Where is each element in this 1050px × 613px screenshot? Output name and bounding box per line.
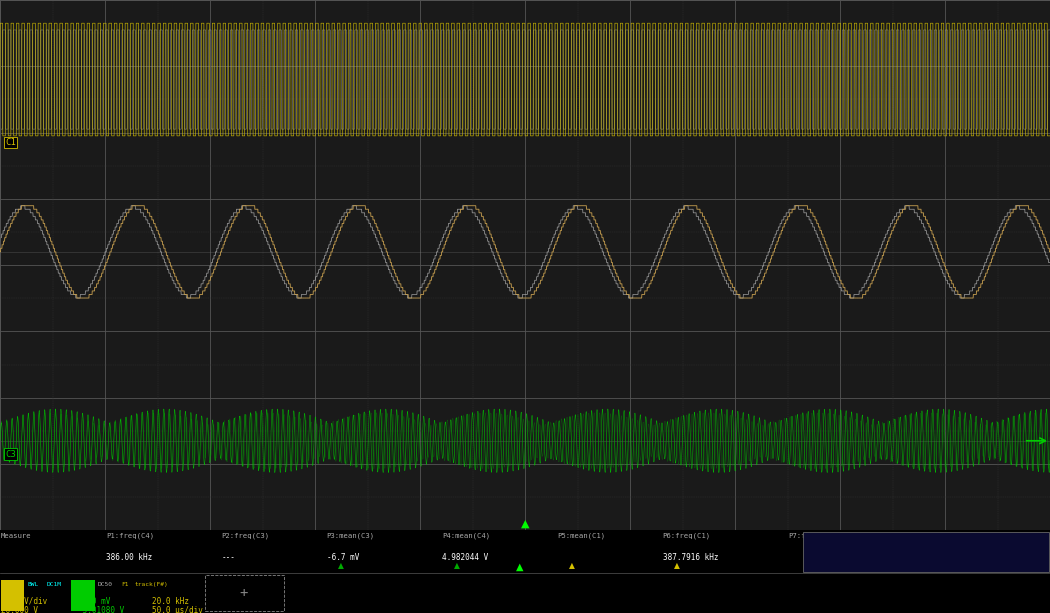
Text: Edge: Edge	[934, 563, 952, 569]
Text: track(F#): track(F#)	[134, 582, 168, 587]
Text: 20.000 V: 20.000 V	[1, 606, 38, 613]
Text: P2:freq(C3): P2:freq(C3)	[222, 533, 270, 539]
Text: DC50: DC50	[98, 582, 112, 587]
Text: C3: C3	[79, 591, 87, 600]
Text: 4.982044 V: 4.982044 V	[442, 554, 488, 562]
Text: Stop: Stop	[934, 549, 952, 554]
Text: F1: F1	[121, 582, 128, 587]
Text: ▲: ▲	[516, 562, 524, 571]
Text: Measure: Measure	[1, 533, 32, 539]
Text: 386.00 kHz: 386.00 kHz	[106, 554, 152, 562]
Text: P3:mean(C3): P3:mean(C3)	[327, 533, 375, 539]
Text: BWL: BWL	[27, 582, 39, 587]
Text: 387.7916 kHz: 387.7916 kHz	[663, 554, 718, 562]
Text: 20.0 kHz: 20.0 kHz	[152, 597, 189, 606]
Bar	[1, 580, 24, 611]
Text: Positive: Positive	[976, 563, 1011, 569]
Text: P6:freq(C1): P6:freq(C1)	[663, 533, 711, 539]
Text: C1: C1	[5, 138, 16, 147]
Text: P5:mean(C1): P5:mean(C1)	[558, 533, 606, 539]
Text: ▲: ▲	[569, 561, 575, 570]
Text: 10.0 V/div: 10.0 V/div	[1, 597, 47, 606]
Bar	[205, 575, 284, 611]
Text: -5.01080 V: -5.01080 V	[78, 606, 124, 613]
Text: ▲: ▲	[674, 561, 680, 570]
Text: -6.7 mV: -6.7 mV	[327, 554, 359, 562]
Text: +: +	[239, 586, 248, 600]
Text: Trigger: Trigger	[956, 533, 986, 539]
Text: P7:fall(C3): P7:fall(C3)	[789, 533, 837, 539]
Text: Timebase: Timebase	[806, 533, 841, 539]
Text: P4:mean(C4): P4:mean(C4)	[442, 533, 490, 539]
Bar	[803, 532, 1049, 571]
Bar	[71, 580, 94, 611]
Text: ---: ---	[222, 554, 235, 562]
Text: ▲: ▲	[521, 519, 529, 529]
Text: 2.5 GS/s: 2.5 GS/s	[872, 563, 906, 569]
Text: ▲: ▲	[338, 561, 344, 570]
Text: 0 μs: 0 μs	[905, 533, 923, 539]
Text: 50.0 μs/div: 50.0 μs/div	[152, 606, 203, 613]
Text: C1: C1	[8, 591, 17, 600]
Text: 10.0 mV: 10.0 mV	[78, 597, 110, 606]
Text: 1.25 MS: 1.25 MS	[806, 563, 837, 569]
Text: P8:rms(C4): P8:rms(C4)	[904, 533, 948, 539]
Text: ▲: ▲	[454, 561, 460, 570]
Text: P1:freq(C4): P1:freq(C4)	[106, 533, 154, 539]
Text: 50.0 μs/div: 50.0 μs/div	[806, 549, 855, 554]
Text: C3: C3	[5, 449, 16, 459]
Text: 4.9849 V: 4.9849 V	[976, 549, 1011, 554]
Text: DC1M: DC1M	[46, 582, 61, 587]
